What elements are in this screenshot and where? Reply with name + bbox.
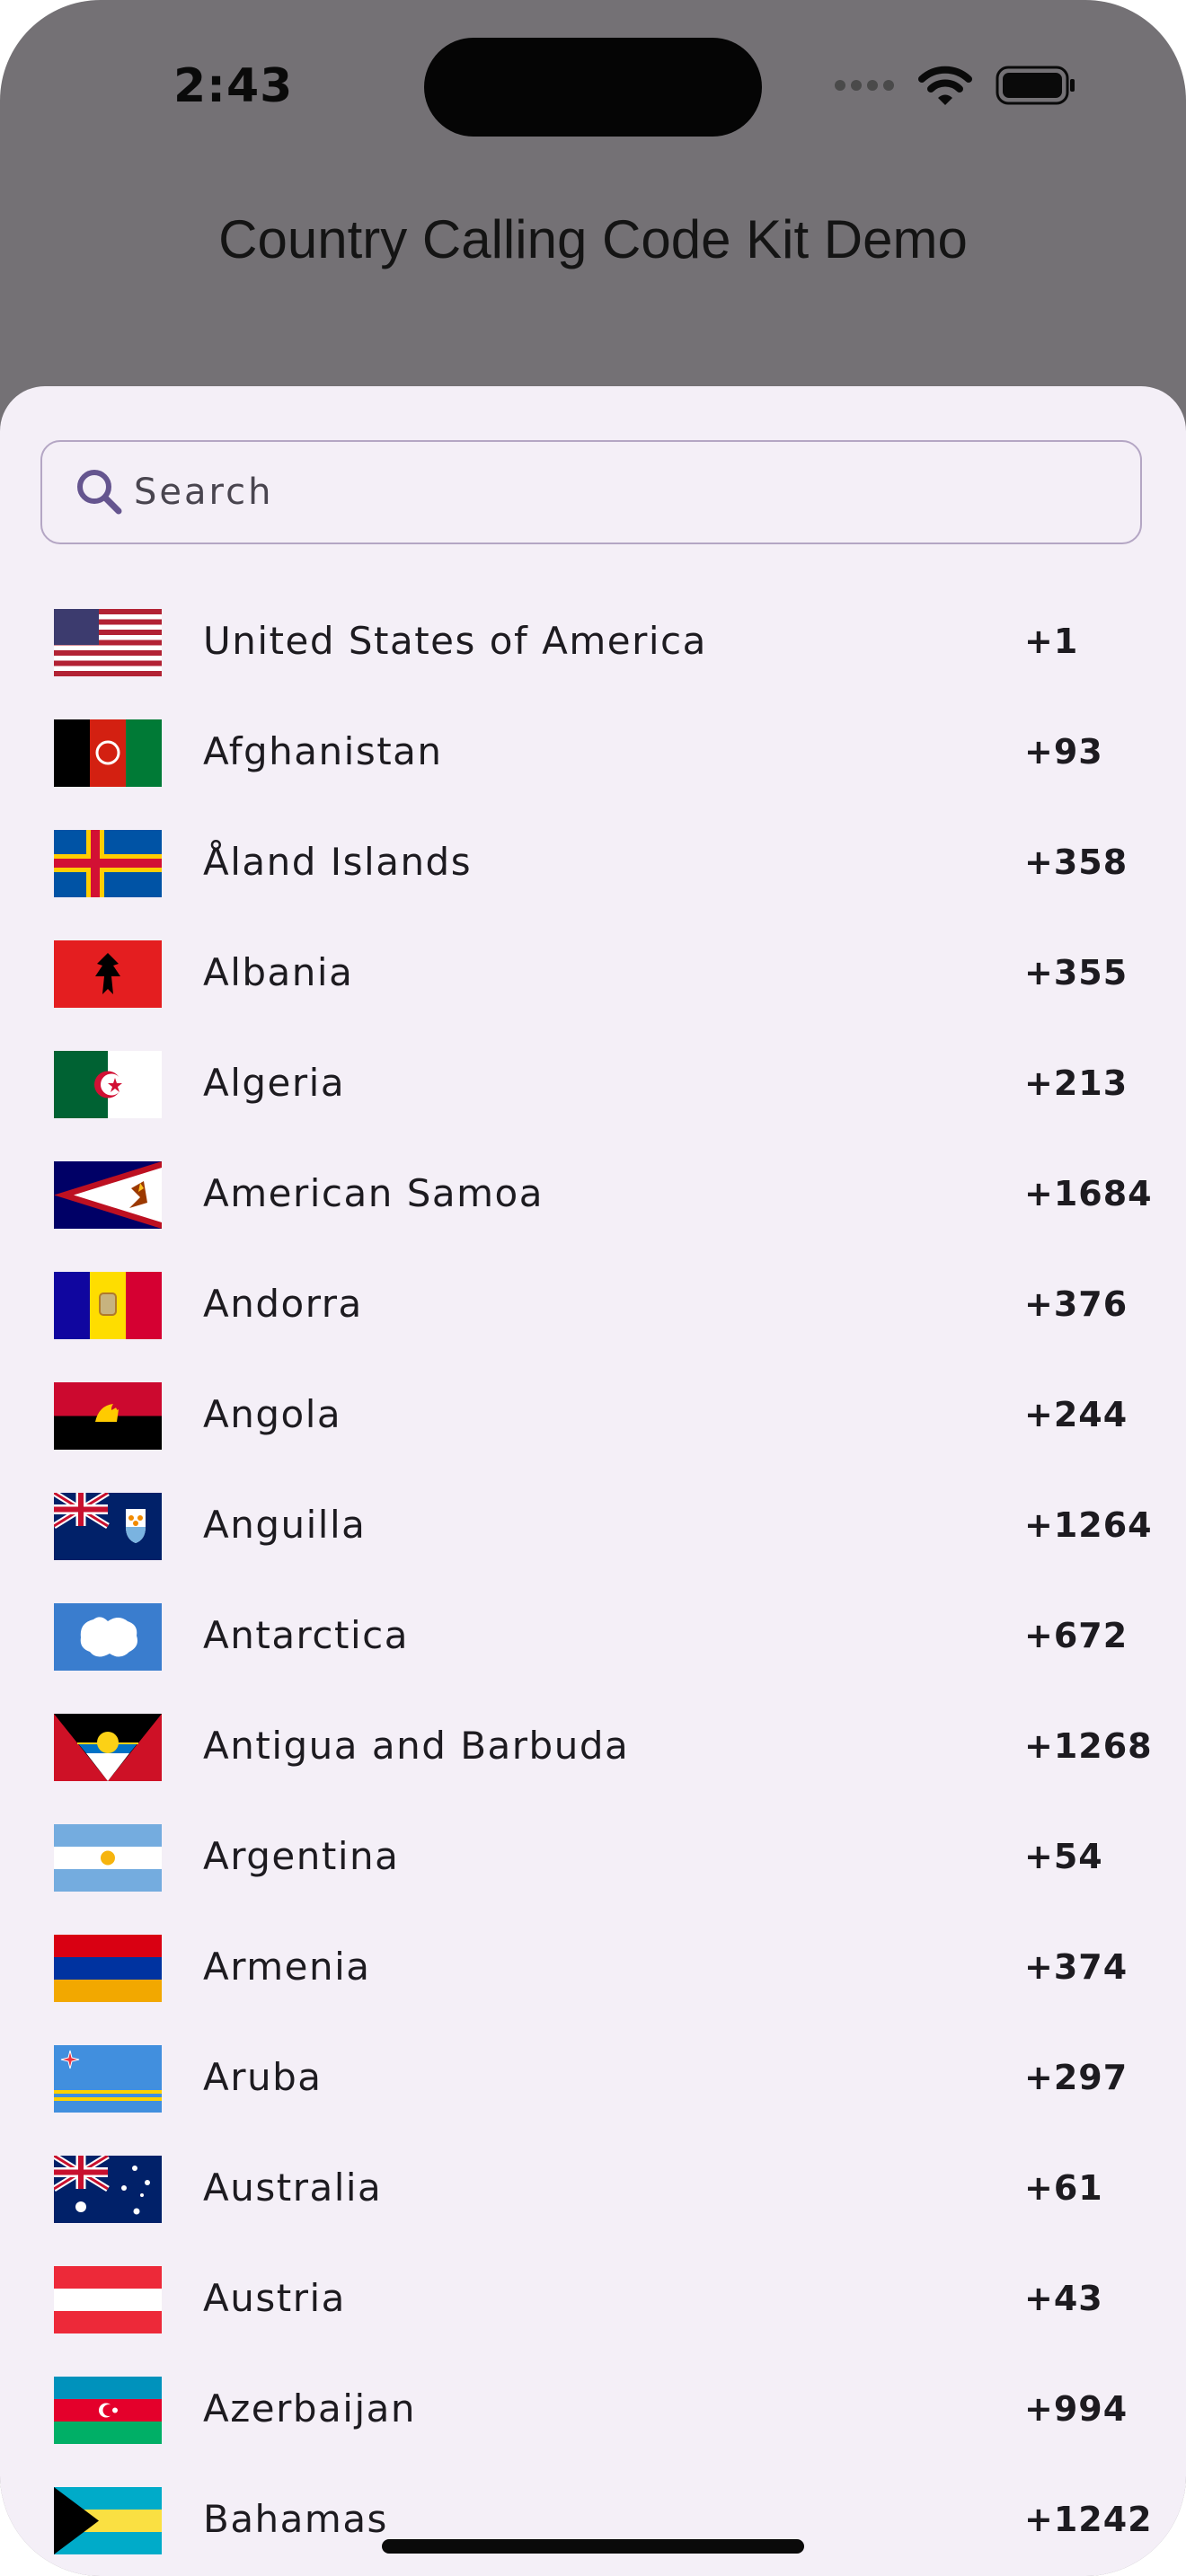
country-name: Angola <box>203 1392 342 1436</box>
dz-flag <box>54 1051 162 1118</box>
status-time: 2:43 <box>173 59 294 113</box>
country-list[interactable]: United States of America +1 Afghanistan +9… <box>0 587 1186 2575</box>
country-name: Azerbaijan <box>203 2386 416 2430</box>
aq-flag <box>54 1603 162 1671</box>
as-flag <box>54 1161 162 1229</box>
am-flag <box>54 1935 162 2002</box>
country-name: Antigua and Barbuda <box>203 1724 630 1768</box>
country-row[interactable]: American Samoa +1684 <box>0 1139 1186 1249</box>
us-flag <box>54 609 162 676</box>
country-row[interactable]: Algeria +213 <box>0 1028 1186 1139</box>
country-row[interactable]: Austria +43 <box>0 2244 1186 2354</box>
calling-code: +1684 <box>1024 1174 1153 1213</box>
country-row[interactable]: Antigua and Barbuda +1268 <box>0 1691 1186 1802</box>
ar-flag <box>54 1824 162 1892</box>
calling-code: +358 <box>1024 842 1128 882</box>
ag-flag <box>54 1714 162 1781</box>
calling-code: +297 <box>1024 2058 1128 2097</box>
calling-code: +93 <box>1024 732 1103 772</box>
country-picker-sheet: United States of America +1 Afghanistan +9… <box>0 386 1186 2576</box>
app-title: Country Calling Code Kit Demo <box>218 209 968 269</box>
country-row[interactable]: Armenia +374 <box>0 1912 1186 2023</box>
calling-code: +54 <box>1024 1837 1103 1876</box>
country-name: Algeria <box>203 1061 346 1105</box>
wifi-icon <box>918 66 972 105</box>
battery-icon <box>996 66 1075 105</box>
al-flag <box>54 940 162 1008</box>
search-icon <box>77 470 122 515</box>
home-indicator[interactable] <box>382 2539 804 2554</box>
country-row[interactable]: Australia +61 <box>0 2133 1186 2244</box>
country-row[interactable]: Andorra +376 <box>0 1249 1186 1360</box>
ad-flag <box>54 1272 162 1339</box>
status-icons <box>834 63 1076 108</box>
country-name: Australia <box>203 2166 383 2210</box>
country-name: Albania <box>203 950 354 994</box>
calling-code: +1264 <box>1024 1505 1153 1545</box>
country-name: Anguilla <box>203 1503 367 1547</box>
country-row[interactable]: Aruba +297 <box>0 2023 1186 2133</box>
az-flag <box>54 2377 162 2444</box>
ao-flag <box>54 1382 162 1450</box>
country-name: Åland Islands <box>203 840 473 884</box>
calling-code: +1242 <box>1024 2500 1153 2539</box>
search-input[interactable] <box>134 458 1104 526</box>
country-row[interactable]: Albania +355 <box>0 918 1186 1028</box>
country-name: United States of America <box>203 619 707 663</box>
calling-code: +43 <box>1024 2279 1103 2318</box>
country-row[interactable]: Angola +244 <box>0 1360 1186 1470</box>
country-row[interactable]: Åland Islands +358 <box>0 807 1186 918</box>
calling-code: +1 <box>1024 622 1079 661</box>
ai-flag <box>54 1493 162 1560</box>
country-name: Afghanistan <box>203 729 443 773</box>
country-name: Antarctica <box>203 1613 409 1657</box>
calling-code: +1268 <box>1024 1726 1153 1766</box>
calling-code: +61 <box>1024 2168 1103 2208</box>
calling-code: +994 <box>1024 2389 1128 2429</box>
calling-code: +213 <box>1024 1063 1128 1103</box>
country-row[interactable]: United States of America +1 <box>0 587 1186 697</box>
calling-code: +355 <box>1024 953 1128 992</box>
country-name: Argentina <box>203 1834 400 1878</box>
calling-code: +376 <box>1024 1284 1128 1324</box>
cellular-signal-icon <box>835 80 894 91</box>
calling-code: +672 <box>1024 1616 1128 1655</box>
af-flag <box>54 719 162 787</box>
country-name: Austria <box>203 2276 346 2320</box>
calling-code: +374 <box>1024 1947 1128 1987</box>
at-flag <box>54 2266 162 2333</box>
aw-flag <box>54 2045 162 2113</box>
ax-flag <box>54 830 162 897</box>
country-name: Armenia <box>203 1945 371 1989</box>
au-flag <box>54 2156 162 2223</box>
country-row[interactable]: Bahamas +1242 <box>0 2465 1186 2575</box>
country-row[interactable]: Argentina +54 <box>0 1802 1186 1912</box>
country-name: Andorra <box>203 1282 363 1326</box>
dynamic-island <box>424 38 762 137</box>
country-name: American Samoa <box>203 1171 544 1215</box>
country-name: Aruba <box>203 2055 323 2099</box>
country-row[interactable]: Anguilla +1264 <box>0 1470 1186 1581</box>
country-row[interactable]: Azerbaijan +994 <box>0 2354 1186 2465</box>
country-row[interactable]: Afghanistan +93 <box>0 697 1186 807</box>
bs-flag <box>54 2487 162 2554</box>
country-name: Bahamas <box>203 2497 388 2541</box>
search-field[interactable] <box>40 440 1142 544</box>
calling-code: +244 <box>1024 1395 1128 1434</box>
country-row[interactable]: Antarctica +672 <box>0 1581 1186 1691</box>
